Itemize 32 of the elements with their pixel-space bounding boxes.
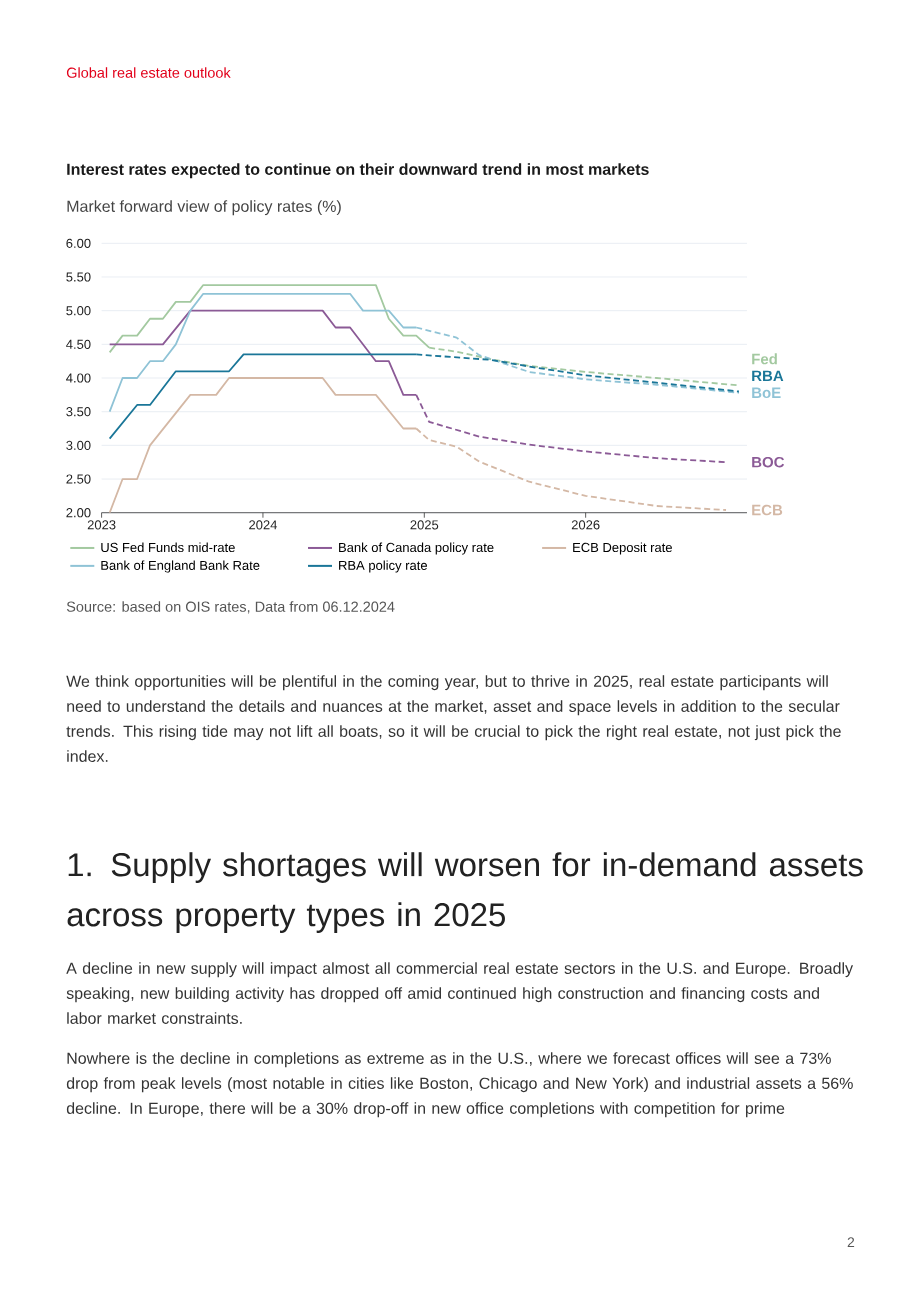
- y-tick-label: 2.00: [66, 508, 91, 518]
- legend-label: US Fed Funds mid-rate: [101, 542, 235, 553]
- series-label: Fed: [752, 353, 777, 365]
- text: Nowhere is the decline in completions as extreme as in the U.S., where we forecast offices will see a 73% drop from peak levels (most notable in cities like Boston, Chicago and New York) and industrial assets a 56% decline. In Europe, there will be a 30% drop-off in new office completions with competition for prime: [66, 1052, 853, 1118]
- x-tick-label: 2025: [410, 520, 439, 530]
- legend-label: Bank of Canada policy rate: [339, 542, 494, 555]
- chart-subtitle: Market forward view of policy rates (%): [67, 200, 341, 216]
- y-tick-label: 2.50: [66, 474, 91, 484]
- y-tick-label: 3.00: [66, 440, 91, 450]
- y-tick-label: 3.50: [66, 407, 91, 417]
- text: 1. Supply shortages will worsen for in-demand assets across property types in 2025: [67, 852, 863, 933]
- text: We think opportunities will be plentiful in the coming year, but to thrive in 2025, real estate participants will need to understand the details and nuances at the market, asset and space levels in addition to the secular trends. This rising tide may not lift all boats, so it will be crucial to pick the right real estate, not just pick the index.: [66, 675, 841, 762]
- text: 2: [847, 1237, 855, 1247]
- legend-label: RBA policy rate: [339, 560, 428, 573]
- source-note: Source: based on OIS rates, Data from 06.12.2024: [66, 601, 395, 614]
- y-tick-label: 5.50: [66, 272, 91, 282]
- chart-title: Interest rates expected to continue on their downward trend in most markets: [67, 163, 649, 179]
- series-label: BoE: [752, 387, 781, 399]
- legend-label: Bank of England Bank Rate: [101, 560, 260, 573]
- y-tick-label: 5.00: [66, 306, 91, 316]
- y-tick-label: 4.50: [66, 339, 91, 349]
- series-label: ECB: [752, 504, 783, 516]
- text: Global real estate outlook: [66, 67, 231, 78]
- y-tick-label: 4.00: [66, 373, 91, 383]
- x-tick-label: 2026: [571, 520, 600, 530]
- x-tick-label: 2024: [249, 520, 278, 530]
- series-label: BOC: [752, 456, 785, 468]
- y-tick-label: 6.00: [66, 238, 91, 248]
- x-tick-label: 2023: [87, 520, 116, 530]
- series-label: RBA: [752, 370, 784, 381]
- text: A decline in new supply will impact almost all commercial real estate sectors in the U.S. and Europe. Broadly speaking, new building activity has dropped off amid continued high construction and financing costs and labor market constraints.: [66, 962, 854, 1024]
- legend-label: ECB Deposit rate: [573, 542, 672, 555]
